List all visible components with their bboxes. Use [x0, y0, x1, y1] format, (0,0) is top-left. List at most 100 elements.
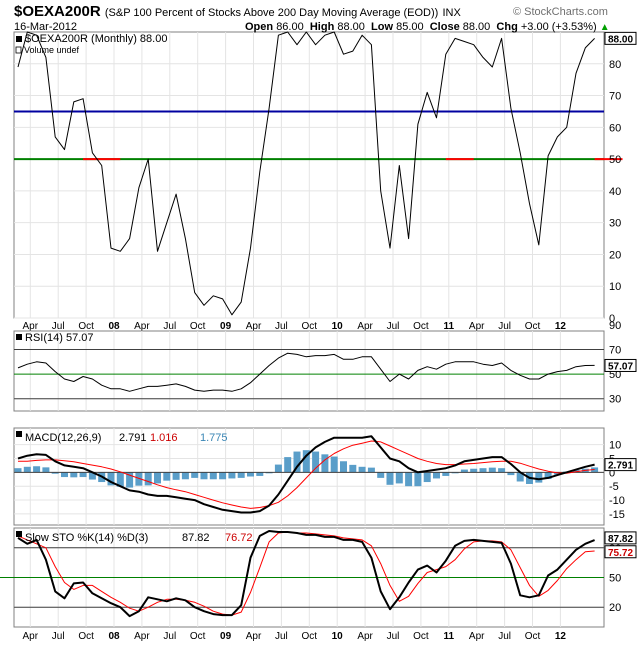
sto-ytick-50: 50 — [609, 573, 621, 585]
bottom-x-tick-13: Jul — [387, 631, 400, 642]
macd-histogram-bar-19 — [191, 472, 199, 478]
macd-histogram-bar-33 — [321, 454, 329, 473]
x-tick-12: Apr — [357, 321, 373, 332]
bottom-x-tick-19: 12 — [555, 631, 567, 642]
bottom-x-tick-3: 08 — [108, 631, 120, 642]
rsi-ytick-70: 70 — [609, 344, 621, 356]
macd-histogram-bar-35 — [340, 461, 347, 473]
macd-histogram-bar-3 — [42, 467, 50, 473]
macd-histogram-bar-31 — [302, 450, 310, 473]
rsi-ytick-30: 30 — [609, 394, 621, 406]
macd-histogram-bar-38 — [367, 467, 375, 473]
macd-histogram-bar-16 — [163, 472, 171, 481]
macd-histogram-bar-20 — [200, 472, 208, 480]
macd-histogram-bar-45 — [433, 472, 440, 479]
macd-histogram-bar-1 — [23, 466, 31, 473]
symbol: $OEXA200R — [14, 3, 101, 20]
sto-d-last-value-tag-box — [604, 545, 637, 559]
sto-legend-k: 87.82 — [182, 532, 210, 544]
price-last-value-tag-box — [604, 31, 637, 45]
open-label: Open — [245, 21, 274, 33]
bottom-x-tick-8: Apr — [246, 631, 262, 642]
bottom-x-tick-5: Jul — [163, 631, 176, 642]
macd-histogram-bar-46 — [442, 472, 450, 476]
price-legend-swatch — [16, 36, 22, 42]
x-tick-7: 09 — [220, 321, 232, 332]
stockcharts-credit[interactable]: © StockCharts.com — [513, 6, 608, 18]
low-label: Low — [371, 21, 394, 33]
x-tick-6: Oct — [190, 321, 206, 332]
rsi-ytick-90: 90 — [609, 320, 621, 332]
macd-histogram-bar-34 — [330, 456, 338, 473]
bottom-x-tick-0: Apr — [23, 631, 39, 642]
macd-histogram-bar-7 — [79, 472, 87, 478]
macd-histogram-bar-60 — [572, 470, 580, 473]
macd-histogram-bar-10 — [107, 472, 115, 486]
price-ytick-50: 50 — [609, 154, 621, 166]
bottom-x-tick-12: Apr — [357, 631, 373, 642]
chart-symbol-title: $OEXA200R (S&P 100 Percent of Stocks Abo… — [14, 3, 461, 20]
macd-histogram-bar-53 — [507, 472, 515, 476]
x-tick-18: Oct — [525, 321, 541, 332]
ohlc-summary: Open 86.00 High 88.00 Low 85.00 Close 88… — [245, 21, 610, 33]
price-ytick-10: 10 — [609, 281, 621, 293]
macd-ytick-0: 0 — [609, 467, 615, 479]
bottom-x-tick-6: Oct — [190, 631, 206, 642]
macd-legend-signal: 1.016 — [150, 432, 178, 444]
macd-histogram-bar-48 — [460, 469, 468, 473]
x-tick-3: 08 — [108, 321, 120, 332]
high-value: 88.00 — [337, 21, 365, 33]
macd-histogram-bar-4 — [51, 472, 59, 474]
macd-histogram-bar-18 — [181, 472, 189, 480]
rsi-last-value-tag-box — [604, 358, 637, 372]
macd-histogram-bar-54 — [516, 472, 524, 482]
up-arrow-icon: ▲ — [599, 22, 610, 33]
bottom-x-tick-11: 10 — [332, 631, 344, 642]
macd-histogram-bar-58 — [553, 472, 561, 475]
macd-histogram-bar-40 — [386, 472, 394, 485]
x-tick-11: 10 — [332, 321, 344, 332]
macd-histogram-bar-24 — [237, 472, 245, 478]
x-tick-0: Apr — [23, 321, 39, 332]
macd-ytick--10: -10 — [609, 495, 625, 507]
macd-histogram-bar-52 — [498, 468, 506, 473]
macd-histogram-bar-25 — [247, 472, 254, 477]
macd-histogram-bar-0 — [14, 468, 22, 473]
rsi-legend-swatch — [16, 334, 22, 340]
macd-legend-value: 2.791 — [119, 432, 147, 444]
macd-histogram-bar-50 — [479, 468, 487, 473]
macd-histogram-bar-41 — [395, 472, 403, 484]
bottom-x-tick-1: Jul — [52, 631, 65, 642]
price-ytick-30: 30 — [609, 218, 621, 230]
sto-legend-d: 76.72 — [225, 532, 253, 544]
volume-legend: Volume undef — [24, 45, 80, 55]
open-value: 86.00 — [276, 21, 304, 33]
symbol-description: (S&P 100 Percent of Stocks Above 200 Day… — [104, 7, 439, 19]
macd-line — [17, 435, 595, 514]
macd-signal-line — [18, 440, 595, 509]
x-tick-10: Oct — [302, 321, 318, 332]
price-last-value-tag: 88.00 — [608, 34, 633, 45]
sto-legend-swatch — [16, 531, 22, 537]
macd-histogram-bar-43 — [414, 472, 422, 487]
macd-histogram-bar-37 — [358, 466, 366, 473]
sto-k-line — [17, 530, 595, 618]
price-ytick-20: 20 — [609, 249, 621, 261]
macd-histogram-bar-15 — [154, 472, 161, 484]
price-ytick-40: 40 — [609, 186, 621, 198]
bottom-x-tick-10: Oct — [302, 631, 318, 642]
macd-last-value-tag-box — [604, 458, 637, 472]
rsi-series-line — [17, 352, 595, 392]
macd-legend-hist: 1.775 — [200, 432, 228, 444]
macd-histogram-bar-6 — [70, 472, 78, 478]
macd-histogram-bar-8 — [88, 472, 96, 480]
macd-histogram-bar-49 — [470, 468, 478, 473]
chg-value: +3.00 (+3.53%) — [520, 21, 597, 33]
macd-histogram-bar-42 — [405, 472, 413, 487]
bottom-x-tick-14: Oct — [413, 631, 429, 642]
macd-histogram-bar-56 — [535, 472, 543, 483]
bottom-x-tick-15: 11 — [444, 631, 455, 642]
x-tick-9: Jul — [275, 321, 288, 332]
macd-histogram-bar-17 — [172, 472, 180, 480]
